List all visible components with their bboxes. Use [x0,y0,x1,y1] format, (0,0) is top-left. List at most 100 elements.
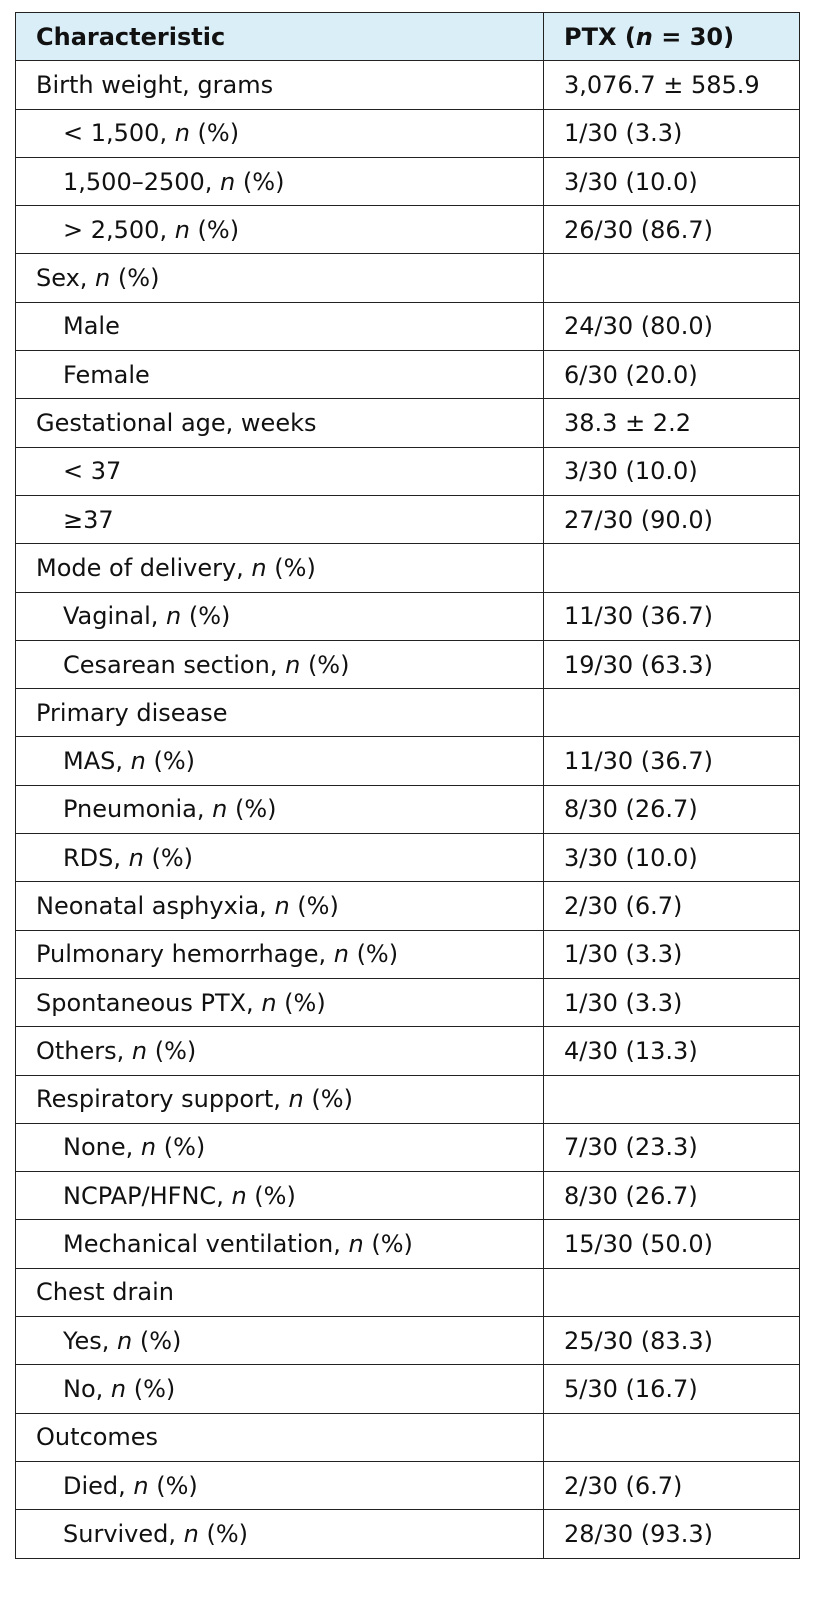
header-ptx-n: n [635,22,653,51]
row-label-tail: (%) [148,1471,198,1500]
table-row: Survived, n (%) 28/30 (93.3) [15,1509,800,1559]
row-label: Primary disease [36,698,228,727]
row-label: NCPAP/HFNC, [63,1181,232,1210]
row-label-cell: Birth weight, grams [15,60,544,110]
row-label: Pulmonary hemorrhage, [36,940,334,969]
table-body: Birth weight, grams 3,076.7 ± 585.9 < 1,50… [15,60,800,1559]
table-row: Pneumonia, n (%) 8/30 (26.7) [15,784,800,835]
row-label-cell: No, n (%) [15,1364,544,1414]
row-value: 8/30 (26.7) [543,1171,800,1221]
row-label: Mode of delivery, [36,553,252,582]
header-ptx: PTX (n = 30) [543,11,800,62]
row-value: 28/30 (93.3) [543,1509,800,1559]
row-label-cell: Vaginal, n (%) [15,591,544,641]
row-label: RDS, [63,843,129,872]
row-label: < 37 [63,457,122,486]
row-label: Outcomes [36,1423,159,1452]
row-label: Survived, [63,1519,184,1548]
row-label-n: n [140,1133,157,1162]
row-label-n: n [251,553,267,582]
row-label-n: n [220,167,236,196]
row-label-cell: Pneumonia, n (%) [15,784,544,835]
row-label-tail: (%) [303,1085,353,1114]
row-label: Sex, [36,264,96,293]
row-value: 2/30 (6.7) [543,881,800,931]
row-label-tail: (%) [289,891,339,920]
table-row: Vaginal, n (%) 11/30 (36.7) [15,591,800,641]
row-value: 3,076.7 ± 585.9 [543,60,800,110]
row-label-cell: Yes, n (%) [15,1316,544,1366]
row-label-n: n [128,843,144,872]
row-label-cell: Respiratory support, n (%) [15,1074,544,1124]
row-label-cell: Sex, n (%) [15,253,544,303]
row-value: 1/30 (3.3) [543,977,800,1028]
row-label-cell: Mode of delivery, n (%) [15,543,544,593]
table-row: Primary disease [15,688,800,738]
row-label-tail: (%) [235,167,285,196]
table-row: Male 24/30 (80.0) [15,301,800,352]
row-label-cell: MAS, n (%) [15,736,544,786]
table-row: Spontaneous PTX, n (%) 1/30 (3.3) [15,977,800,1028]
row-label-n: n [95,264,111,293]
table-row: Mode of delivery, n (%) [15,543,800,593]
table-row: No, n (%) 5/30 (16.7) [15,1364,800,1414]
row-label: Mechanical ventilation, [63,1230,349,1259]
row-value: 15/30 (50.0) [543,1219,800,1269]
row-label-tail: (%) [147,1036,197,1065]
row-label-cell: ≥37 [15,494,544,545]
row-label-n: n [117,1326,133,1355]
row-label-n: n [285,650,301,679]
row-label-cell: Cesarean section, n (%) [15,639,544,690]
row-label: Male [63,312,120,341]
row-label-cell: None, n (%) [15,1122,544,1173]
row-label: Others, [36,1036,132,1065]
row-label-n: n [333,940,349,969]
row-label-tail: (%) [145,747,196,776]
row-value: 8/30 (26.7) [543,784,800,835]
table-row: Neonatal asphyxia, n (%) 2/30 (6.7) [15,881,800,931]
table-row: None, n (%) 7/30 (23.3) [15,1122,800,1173]
row-value: 3/30 (10.0) [543,446,800,496]
row-label-cell: Others, n (%) [15,1026,544,1076]
row-label-n: n [288,1085,304,1114]
row-label: ≥37 [63,505,114,534]
row-label-n: n [110,1374,127,1403]
row-label: Pneumonia, [63,795,213,824]
table-row: < 1,500, n (%) 1/30 (3.3) [15,108,800,158]
row-label-cell: RDS, n (%) [15,833,544,883]
table-row: Gestational age, weeks 38.3 ± 2.2 [15,398,800,448]
row-label: Gestational age, weeks [36,409,317,438]
row-label: Yes, [63,1326,117,1355]
row-label-tail: (%) [189,119,240,148]
row-label: < 1,500, [63,119,175,148]
row-value: 7/30 (23.3) [543,1122,800,1173]
row-label: Vaginal, [63,602,167,631]
row-label: Neonatal asphyxia, [36,891,275,920]
header-characteristic: Characteristic [15,11,544,62]
row-label: Died, [63,1471,134,1500]
row-value: 27/30 (90.0) [543,494,800,545]
table-row: ≥37 27/30 (90.0) [15,494,800,545]
row-value: 19/30 (63.3) [543,639,800,690]
row-label-cell: < 1,500, n (%) [15,108,544,158]
table-row: RDS, n (%) 3/30 (10.0) [15,833,800,883]
row-label-tail: (%) [276,988,326,1017]
row-label-tail: (%) [363,1230,413,1259]
row-label-n: n [174,215,190,244]
row-value: 24/30 (80.0) [543,301,800,352]
row-label: > 2,500, [63,215,175,244]
row-label-cell: > 2,500, n (%) [15,205,544,255]
row-label-tail: (%) [300,650,350,679]
row-label: None, [63,1133,141,1162]
row-label: Female [63,360,150,389]
row-value: 1/30 (3.3) [543,929,800,979]
row-label-tail: (%) [348,940,399,969]
table-row: Died, n (%) 2/30 (6.7) [15,1460,800,1511]
table-row: Cesarean section, n (%) 19/30 (63.3) [15,639,800,690]
table-row: MAS, n (%) 11/30 (36.7) [15,736,800,786]
row-label-n: n [131,1036,148,1065]
row-label-cell: Chest drain [15,1267,544,1318]
table-row: Pulmonary hemorrhage, n (%) 1/30 (3.3) [15,929,800,979]
row-label-n: n [274,891,290,920]
row-value: 4/30 (13.3) [543,1026,800,1076]
